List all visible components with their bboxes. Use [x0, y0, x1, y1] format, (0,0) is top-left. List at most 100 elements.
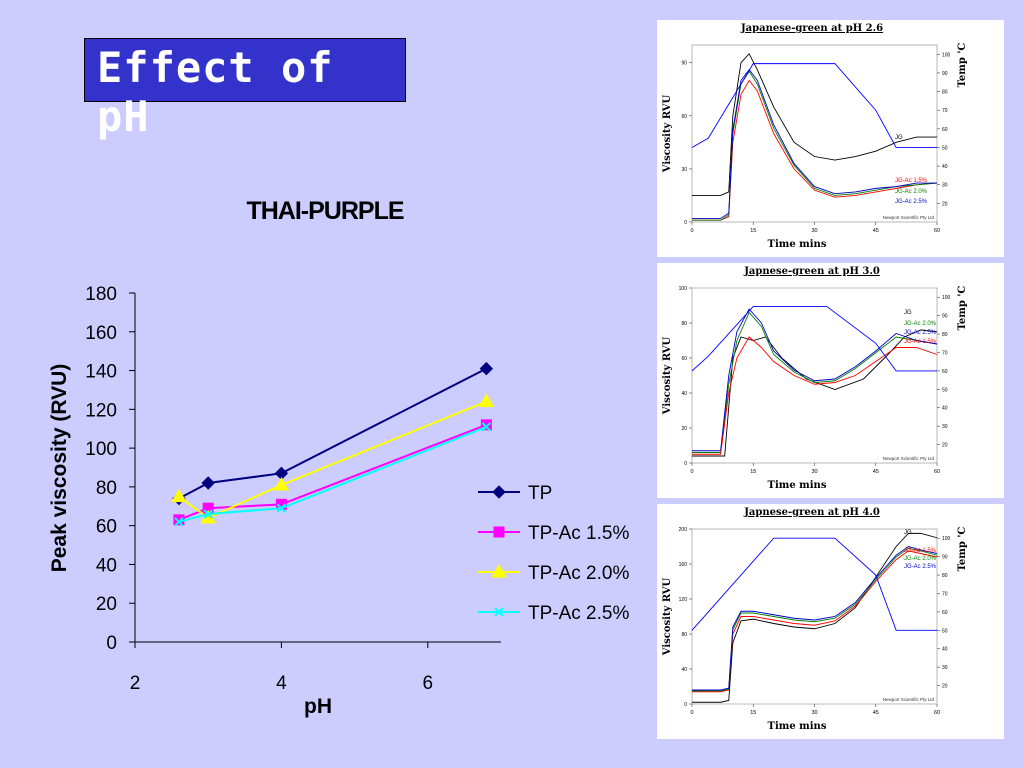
y2-tick-label: 40 [942, 647, 948, 653]
y-tick-label: 40 [96, 555, 117, 576]
y2-tick-label: 20 [942, 684, 948, 690]
legend-label: TP [528, 483, 552, 504]
y2-tick-label: 90 [942, 555, 948, 561]
series-line-4 [692, 546, 938, 691]
y2-tick-label: 100 [942, 52, 951, 58]
y-tick-label: 80 [681, 321, 687, 327]
series-line-5 [691, 305, 937, 372]
y2-axis-label: Temp 'C [957, 527, 968, 572]
y2-tick-label: 30 [942, 183, 948, 189]
x-tick-label: 15 [750, 469, 756, 475]
data-point [478, 393, 495, 408]
y2-tick-label: 80 [942, 573, 948, 579]
y-tick-label: 180 [85, 284, 117, 305]
x-tick-label: 30 [811, 710, 817, 716]
data-point [273, 476, 290, 491]
series-label: JG-Ac 1.5% [895, 178, 928, 184]
series-label: JG-Ac 1.5% [904, 548, 937, 554]
y-tick-label: 120 [85, 400, 117, 421]
y2-tick-label: 90 [942, 314, 948, 320]
legend-marker [492, 485, 506, 499]
y2-tick-label: 50 [942, 387, 948, 393]
y2-tick-label: 50 [942, 145, 948, 151]
y2-tick-label: 30 [942, 665, 948, 671]
y-tick-label: 60 [681, 356, 687, 362]
small-chart-ph-4-0: Japnese-green at pH 4.0 0 40 80 120 160 200 20 3… [662, 507, 968, 732]
series-line-2 [692, 311, 938, 453]
y-axis-label: Viscosity RVU [662, 336, 673, 415]
legend-label: TP-Ac 2.0% [528, 563, 629, 584]
series-label: JG-Ac 1.5% [904, 339, 937, 345]
series-label: JG [904, 310, 912, 316]
x-axis-label: Time mins [768, 239, 827, 250]
series-label: JG [904, 530, 912, 536]
series-line-3 [692, 308, 938, 452]
y2-axis-label: Temp 'C [957, 286, 968, 331]
series-label: JG-Ac 2.0% [904, 556, 937, 562]
series-label: JG-Ac 2.5% [904, 564, 937, 570]
y2-tick-label: 60 [942, 610, 948, 616]
y-axis-label: Viscosity RVU [662, 577, 673, 656]
y-tick-label: 0 [684, 461, 687, 467]
x-tick-label: 0 [690, 228, 693, 234]
x-tick-label: 60 [934, 469, 940, 475]
x-tick-label: 0 [690, 469, 693, 475]
y-tick-label: 60 [96, 517, 117, 538]
slide-title: Effect of pH [97, 43, 334, 141]
legend-marker [493, 526, 505, 538]
series-line-4 [692, 69, 937, 219]
y-tick-label: 160 [85, 323, 117, 344]
y-tick-label: 80 [96, 478, 117, 499]
legend-marker [494, 607, 504, 617]
y2-tick-label: 60 [942, 369, 948, 375]
y-axis-label: Peak viscosity (RVU) [48, 364, 71, 573]
x-tick-label: 0 [690, 710, 693, 716]
x-tick-label: 2 [130, 673, 141, 694]
series-label: JG-Ac 2.0% [895, 189, 928, 195]
y-tick-label: 40 [681, 667, 687, 673]
y2-tick-label: 20 [942, 201, 948, 207]
chart-title: THAI-PURPLE [246, 197, 403, 225]
y-tick-label: 120 [679, 597, 688, 603]
plot-frame [691, 528, 938, 705]
y-tick-label: 0 [684, 220, 687, 226]
y2-tick-label: 100 [942, 295, 951, 301]
x-tick-label: 15 [750, 710, 756, 716]
main-chart: THAI-PURPLE 0 20 40 60 80 100 120 140 160 180 2 4 6 pH… [48, 197, 629, 718]
data-point [171, 488, 187, 503]
series-line-1 [692, 532, 938, 703]
data-point [201, 476, 215, 490]
series-line-4 [178, 425, 487, 523]
series-line-1 [178, 367, 487, 500]
x-axis-label: pH [304, 695, 332, 718]
data-point [203, 509, 213, 519]
x-axis-label: Time mins [768, 721, 827, 732]
x-tick-label: 60 [934, 228, 940, 234]
series-line-1 [692, 53, 937, 196]
y-tick-label: 20 [96, 594, 117, 615]
data-point [174, 517, 184, 527]
y-tick-label: 0 [106, 633, 117, 654]
x-tick-label: 45 [873, 469, 879, 475]
series-line-4 [692, 336, 938, 455]
y-tick-label: 20 [681, 426, 687, 432]
series-label: JG-Ac 2.5% [904, 330, 937, 336]
series-line-3 [692, 70, 938, 221]
y2-tick-label: 70 [942, 591, 948, 597]
data-point [479, 361, 494, 376]
series-line-5 [691, 537, 937, 631]
y-tick-label: 30 [681, 167, 687, 173]
x-tick-label: 45 [873, 228, 879, 234]
y2-tick-label: 20 [942, 443, 948, 449]
series-line-5 [691, 63, 937, 148]
y-tick-label: 40 [681, 391, 687, 397]
x-tick-label: 15 [750, 228, 756, 234]
legend-label: TP-Ac 2.5% [528, 603, 629, 624]
series-label: JG-Ac 2.5% [895, 199, 928, 205]
y-tick-label: 90 [681, 61, 687, 67]
slide-title-box: Effect of pH [84, 38, 406, 141]
small-chart-title: Japnese-green at pH 3.0 [743, 266, 880, 277]
y2-tick-label: 90 [942, 71, 948, 77]
panel-ph-2-6: Japanese-green at pH 2.6 0 30 60 90 20 30 40 50 6… [657, 20, 1004, 257]
x-tick-label: 30 [811, 228, 817, 234]
